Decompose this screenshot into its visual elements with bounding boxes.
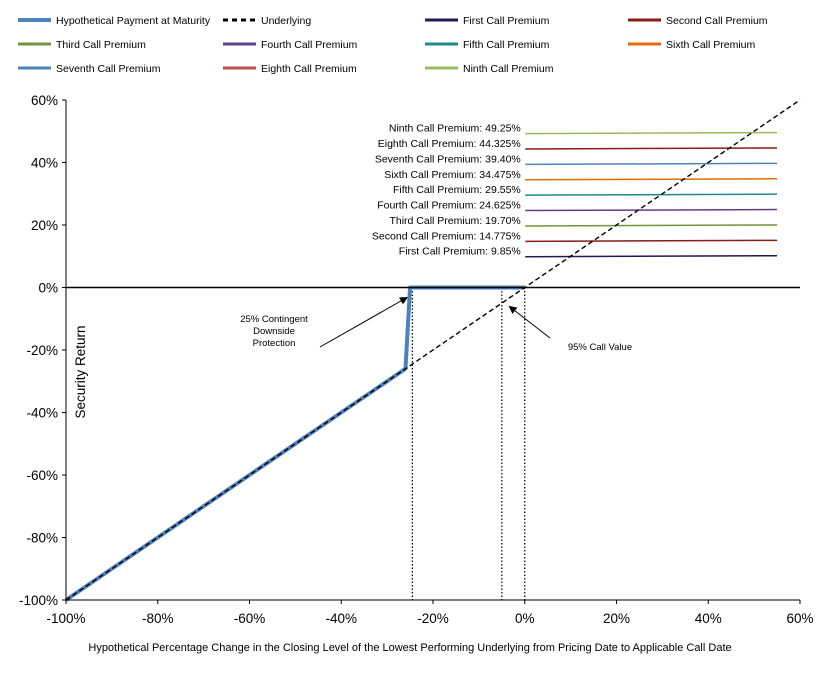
legend-label: Hypothetical Payment at Maturity (56, 15, 211, 27)
premium-line (525, 147, 778, 150)
x-tick-label: 60% (786, 611, 813, 626)
annotation-call-value-arrow (508, 305, 551, 339)
legend-label: Fifth Call Premium (463, 39, 550, 51)
annotation-downside-text: Protection (253, 338, 296, 349)
legend-label: Sixth Call Premium (666, 39, 756, 51)
chart-legend: Hypothetical Payment at Maturity Underlyi… (18, 15, 768, 75)
premium-label: Fifth Call Premium: 29.55% (393, 184, 521, 196)
legend-label: Seventh Call Premium (56, 63, 161, 75)
x-tick-label: -80% (142, 611, 174, 626)
series-underlying-line (65, 99, 801, 601)
call-premium-lines: Ninth Call Premium: 49.25% Eighth Call Pr… (372, 123, 778, 258)
premium-line (525, 193, 778, 196)
x-tick-label: 40% (695, 611, 722, 626)
legend-label: Ninth Call Premium (463, 63, 554, 75)
premium-line (525, 254, 778, 258)
annotation-downside-text: 25% Contingent (240, 314, 308, 325)
legend-label: Underlying (261, 15, 311, 27)
legend-label: First Call Premium (463, 15, 550, 27)
premium-line (525, 224, 778, 227)
premium-label: Eighth Call Premium: 44.325% (378, 138, 521, 150)
legend-label: Third Call Premium (56, 39, 146, 51)
annotation-call-value-text: 95% Call Value (568, 342, 632, 353)
premium-label: Third Call Premium: 19.70% (389, 215, 520, 227)
premium-line (525, 162, 778, 166)
x-tick-label: 0% (515, 611, 535, 626)
x-tick-label: -100% (46, 611, 85, 626)
premium-line (525, 178, 778, 181)
premium-line (525, 208, 778, 212)
premium-line (525, 239, 778, 243)
y-tick-label: 60% (31, 93, 58, 108)
premium-label: Ninth Call Premium: 49.25% (389, 123, 521, 135)
x-tick-label: -40% (325, 611, 357, 626)
legend-label: Second Call Premium (666, 15, 768, 27)
x-tick-label: -60% (234, 611, 266, 626)
premium-label: Seventh Call Premium: 39.40% (375, 153, 521, 165)
reference-lines (411, 287, 526, 600)
y-axis-title: Security Return (73, 325, 88, 418)
premium-label: Fourth Call Premium: 24.625% (377, 200, 521, 212)
premium-label: First Call Premium: 9.85% (399, 246, 521, 258)
y-tick-label: -20% (26, 343, 58, 358)
premium-line (525, 131, 778, 135)
y-tick-label: 40% (31, 156, 58, 171)
x-axis-title: Hypothetical Percentage Change in the Cl… (88, 642, 731, 654)
y-tick-label: -100% (19, 593, 58, 608)
legend-label: Fourth Call Premium (261, 39, 358, 51)
premium-label: Second Call Premium: 14.775% (372, 230, 521, 242)
annotation-downside-arrow (319, 297, 408, 348)
x-tick-label: -20% (417, 611, 449, 626)
y-tick-label: -80% (26, 531, 58, 546)
y-tick-label: 20% (31, 218, 58, 233)
y-tick-label: 0% (38, 281, 58, 296)
annotation-downside-text: Downside (253, 326, 295, 337)
y-tick-label: -60% (26, 468, 58, 483)
legend-label: Eighth Call Premium (261, 63, 357, 75)
x-tick-label: 20% (603, 611, 630, 626)
chart-axes: 60% 40% 20% 0% -20% -40% -60% -80% -100% -100% -80… (19, 93, 814, 626)
y-tick-label: -40% (26, 406, 58, 421)
premium-label: Sixth Call Premium: 34.475% (384, 169, 521, 181)
